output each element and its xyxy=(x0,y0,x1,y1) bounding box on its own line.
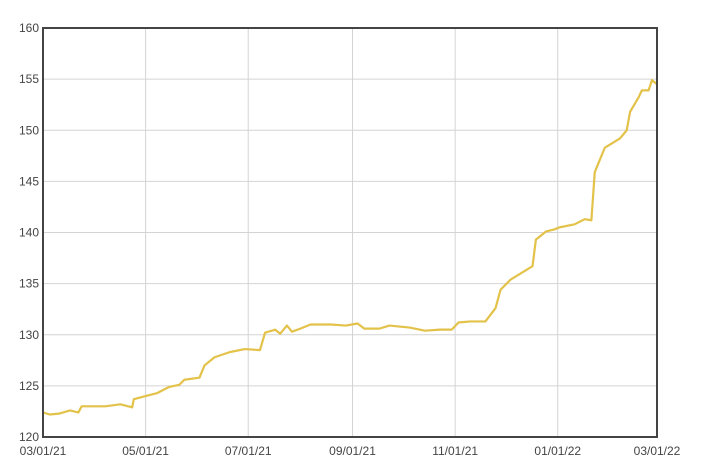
x-tick-label: 03/01/22 xyxy=(634,444,681,458)
y-tick-label: 140 xyxy=(19,226,39,240)
line xyxy=(42,79,658,416)
x-tick-label: 05/01/21 xyxy=(122,444,169,458)
y-tick-label: 155 xyxy=(19,72,39,86)
y-tick-label: 120 xyxy=(19,430,39,444)
x-tick-label: 03/01/21 xyxy=(20,444,67,458)
y-tick-label: 135 xyxy=(19,277,39,291)
x-tick-label: 11/01/21 xyxy=(432,444,478,458)
x-tick-label: 09/01/21 xyxy=(329,444,376,458)
y-tick-label: 130 xyxy=(19,328,39,342)
x-tick-label: 01/01/22 xyxy=(534,444,581,458)
y-tick-label: 160 xyxy=(19,21,39,35)
y-tick-label: 145 xyxy=(19,174,39,188)
y-tick-label: 150 xyxy=(19,123,39,137)
y-tick-label: 125 xyxy=(19,379,39,393)
plot-frame xyxy=(42,27,658,438)
x-tick-label: 07/01/21 xyxy=(225,444,272,458)
